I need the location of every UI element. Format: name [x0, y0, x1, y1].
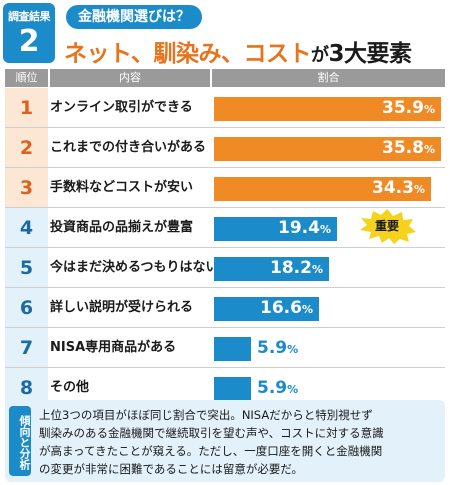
title-rest: 3大要素 — [328, 41, 413, 67]
rank-number: 7 — [5, 328, 48, 368]
important-badge: 重要 — [356, 208, 418, 244]
data-label: 35.8% — [382, 128, 435, 168]
data-label: 34.3% — [372, 168, 425, 208]
rank-number: 2 — [5, 128, 48, 168]
column-header-content: 内容 — [50, 69, 210, 87]
data-label: 5.9% — [257, 368, 298, 408]
rank-number: 6 — [5, 288, 48, 328]
rank-number: 3 — [5, 168, 48, 208]
table-row: 6 詳しい説明が受けられる 16.6% — [0, 288, 450, 328]
important-badge-label: 重要 — [374, 219, 399, 233]
data-label: 16.6% — [260, 288, 313, 328]
row-separator — [5, 287, 445, 288]
row-separator — [5, 127, 445, 128]
data-label-value: 18.2 — [270, 258, 312, 278]
bar — [214, 97, 441, 121]
row-label: NISA専用商品がある — [50, 340, 177, 355]
title-particle: が — [311, 45, 329, 66]
data-label: 5.9% — [257, 328, 298, 368]
column-header-ratio: 割合 — [212, 69, 445, 87]
row-separator — [5, 247, 445, 248]
table-row: 7 NISA専用商品がある 5.9% — [0, 328, 450, 368]
title-main: ネット、馴染み、コスト — [64, 41, 312, 67]
table-row: 4 投資商品の品揃えが豊富 19.4% — [0, 208, 450, 248]
table-row: 5 今はまだ決めるつもりはない 18.2% — [0, 248, 450, 288]
analysis-line: が高まってきたことが窺える。ただし、一度口座を開くと金融機関 — [39, 444, 383, 458]
row-label: 手数料などコストが安い — [50, 180, 194, 195]
column-header-rank: 順位 — [5, 69, 48, 87]
row-separator — [5, 167, 445, 168]
table-row: 1 オンライン取引ができる 35.9% — [0, 88, 450, 128]
row-label: 投資商品の品揃えが豊富 — [50, 220, 194, 235]
data-label-unit: % — [423, 103, 435, 116]
row-separator — [5, 207, 445, 208]
data-label-unit: % — [319, 223, 331, 236]
data-label-unit: % — [287, 383, 299, 396]
starburst-icon — [360, 209, 416, 244]
survey-result-number: 2 — [18, 24, 40, 59]
header: 調査結果 2 金融機関選びは？ ネット、馴染み、コストが3大要素 — [0, 0, 450, 68]
data-label-unit: % — [301, 303, 313, 316]
bar — [214, 137, 441, 161]
data-label-value: 35.9 — [382, 98, 424, 118]
data-label-value: 19.4 — [278, 218, 320, 238]
data-label-value: 5.9 — [257, 378, 288, 398]
bar — [214, 297, 319, 321]
analysis-text: 上位3つの項目がほぼ同じ割合で突出。NISAだからと特別視せず 馴染みのある金融… — [39, 406, 441, 478]
data-label-value: 34.3 — [372, 178, 414, 198]
row-label: 詳しい説明が受けられる — [50, 300, 194, 315]
data-label: 18.2% — [270, 248, 323, 288]
analysis-line: 馴染みのある金融機関で継続取引を望む声や、コストに対する意識 — [39, 426, 384, 440]
data-label-value: 5.9 — [257, 338, 288, 358]
data-label-value: 35.8 — [382, 138, 424, 158]
data-label-unit: % — [311, 263, 323, 276]
survey-result-tag: 調査結果 2 — [3, 3, 55, 63]
bar — [214, 377, 251, 401]
rank-number: 4 — [5, 208, 48, 248]
analysis-line: の変更が非常に困難であることには留意が必要だ。 — [39, 462, 304, 476]
analysis-line: 上位3つの項目がほぼ同じ割合で突出。NISAだからと特別視せず — [39, 408, 373, 422]
data-label-value: 16.6 — [260, 298, 302, 318]
row-label: その他 — [50, 380, 90, 395]
bar — [214, 257, 329, 281]
chart-title: ネット、馴染み、コストが3大要素 — [64, 34, 412, 68]
analysis-tag: 傾向と分析 — [9, 406, 31, 476]
row-separator — [5, 327, 445, 328]
bar — [214, 217, 337, 241]
row-label: オンライン取引ができる — [50, 100, 193, 115]
data-label-unit: % — [287, 343, 299, 356]
data-label: 35.9% — [382, 88, 435, 128]
survey-result-label: 調査結果 — [8, 10, 51, 23]
bar — [214, 337, 251, 361]
data-label-unit: % — [423, 143, 435, 156]
row-label: 今はまだ決めるつもりはない — [50, 260, 219, 275]
data-label-unit: % — [413, 183, 425, 196]
data-label: 19.4% — [278, 208, 331, 248]
rank-number: 1 — [5, 88, 48, 128]
rank-number: 5 — [5, 248, 48, 288]
chart-subtitle: 金融機関選びは？ — [66, 5, 202, 29]
table-row: 2 これまでの付き合いがある 35.8% — [0, 128, 450, 168]
table-row: 3 手数料などコストが安い 34.3% — [0, 168, 450, 208]
row-label: これまでの付き合いがある — [50, 140, 207, 155]
row-separator — [5, 367, 445, 368]
bar — [214, 177, 431, 201]
analysis-box: 傾向と分析 上位3つの項目がほぼ同じ割合で突出。NISAだからと特別視せず 馴染… — [5, 400, 445, 482]
